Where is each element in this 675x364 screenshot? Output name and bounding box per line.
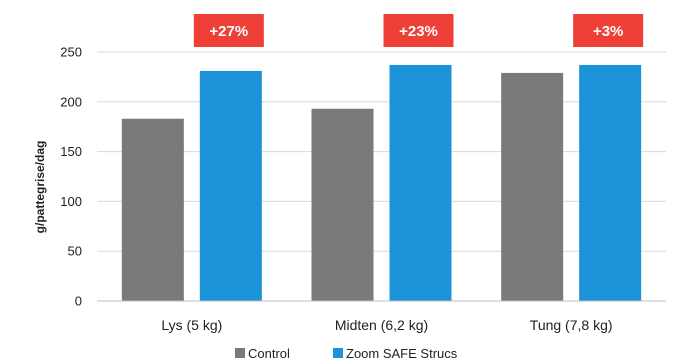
change-badge bbox=[573, 14, 644, 47]
change-badge bbox=[383, 14, 454, 47]
change-badge bbox=[193, 14, 264, 47]
bar-zoom-safe-strucs bbox=[389, 64, 452, 301]
y-tick-label: 150 bbox=[60, 144, 82, 159]
bars bbox=[121, 64, 642, 302]
legend-swatch bbox=[333, 348, 343, 358]
bar-zoom-safe-strucs bbox=[579, 64, 642, 301]
legend: Control Zoom SAFE Strucs bbox=[235, 346, 458, 361]
change-badge-label: +3% bbox=[593, 23, 623, 40]
bar-control bbox=[121, 118, 184, 302]
y-tick-label: 200 bbox=[60, 94, 82, 109]
x-category-label: Lys (5 kg) bbox=[161, 317, 222, 333]
y-tick-label: 100 bbox=[60, 194, 82, 209]
legend-label: Zoom SAFE Strucs bbox=[346, 346, 458, 361]
x-category-label: Tung (7,8 kg) bbox=[530, 317, 613, 333]
change-badges: +27% +23% +3% bbox=[193, 14, 644, 47]
legend-swatch bbox=[235, 348, 245, 358]
bar-control bbox=[311, 108, 374, 301]
y-tick-label: 50 bbox=[68, 244, 82, 259]
legend-label: Control bbox=[248, 346, 290, 361]
x-category-label: Midten (6,2 kg) bbox=[335, 317, 428, 333]
y-axis-label: g/pattegrise/dag bbox=[33, 141, 47, 234]
y-tick-label: 0 bbox=[75, 294, 82, 309]
y-axis-ticks: 0 50 100 150 200 250 bbox=[60, 45, 82, 309]
bar-zoom-safe-strucs bbox=[199, 70, 262, 301]
bar-control bbox=[501, 72, 564, 301]
x-axis-categories: Lys (5 kg) Midten (6,2 kg) Tung (7,8 kg) bbox=[161, 317, 612, 333]
change-badge-label: +27% bbox=[209, 23, 248, 40]
change-badge-label: +23% bbox=[399, 23, 438, 40]
y-tick-label: 250 bbox=[60, 45, 82, 60]
gridlines bbox=[97, 51, 666, 252]
